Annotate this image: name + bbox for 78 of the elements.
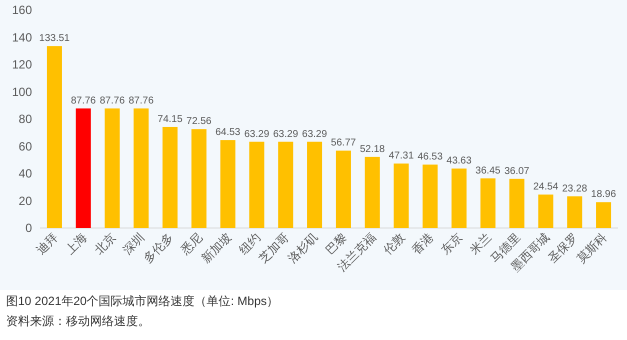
y-tick-label: 60 [18,139,32,154]
x-tick-label: 莫斯科 [574,230,610,266]
bar: 87.76 [128,95,154,228]
y-tick-label: 40 [18,166,32,180]
text: 资料来源：移动网络速度。 [6,314,150,328]
data-label: 87.76 [70,95,96,106]
bar [220,140,236,228]
data-label: 64.53 [215,127,241,138]
bar: 52.18 [360,144,385,228]
x-tick-label: 迪拜 [34,230,61,258]
bar [76,108,91,228]
bar [104,108,120,228]
bar [336,150,351,228]
bar [134,108,149,228]
bar: 133.51 [39,33,70,228]
bar [46,46,62,228]
x-tick-label: 香港 [409,230,436,258]
bar: 43.63 [446,156,472,228]
y-tick-label: 120 [12,58,32,72]
text: 图10 2021年20个国际城市网络速度（单位: Mbps） [6,294,279,308]
data-label: 46.53 [418,152,444,163]
bar [538,194,554,228]
data-label: 63.29 [273,128,299,140]
data-label: 72.56 [186,116,212,128]
bar: 36.07 [504,166,530,228]
bar: 64.53 [215,127,240,228]
x-tick-label: 东京 [438,230,466,258]
bar: 87.76 [70,95,96,228]
y-tick-label: 140 [12,30,32,44]
data-label: 74.15 [158,114,183,125]
bar: 18.96 [591,189,616,228]
x-tick-label: 上海 [62,230,90,258]
bar [480,178,496,228]
bar [567,196,582,228]
bar [509,178,524,228]
bar [307,142,322,228]
bar [364,156,380,228]
bar [162,126,178,228]
bar [452,168,467,228]
bar: 24.54 [533,182,558,228]
bar: 47.31 [388,150,414,228]
bar [596,202,612,228]
data-label: 24.54 [533,182,559,193]
bar: 87.76 [100,95,125,228]
data-label: 56.77 [330,138,356,149]
bar: 72.56 [186,116,212,228]
y-tick-label: 100 [12,84,32,99]
bar: 36.45 [475,165,500,228]
bar [191,129,206,228]
bar [278,142,294,228]
data-label: 87.76 [100,95,126,106]
data-label: 18.96 [591,189,616,200]
data-label: 63.29 [244,128,270,140]
y-tick-label: 0 [25,221,32,235]
bar: 46.53 [418,152,443,228]
data-label: 36.07 [504,166,530,177]
bar: 63.29 [273,128,298,228]
bar: 63.29 [302,128,328,228]
data-label: 43.63 [446,156,472,167]
bar: 74.15 [158,114,183,228]
y-tick-label: 80 [18,112,32,126]
y-tick-label: 160 [12,3,32,17]
data-label: 52.18 [360,144,386,155]
bar [394,164,409,228]
x-tick-label: 北京 [92,230,118,258]
bar: 23.28 [562,183,588,228]
bar [422,164,438,228]
y-tick-label: 20 [18,194,32,208]
data-label: 36.45 [475,165,501,176]
bar: 56.77 [330,138,356,228]
data-label: 47.31 [388,150,414,162]
data-label: 133.51 [39,33,70,44]
data-label: 63.29 [302,128,328,140]
data-label: 87.76 [128,95,154,106]
data-label: 23.28 [562,183,588,194]
bar: 63.29 [244,128,270,228]
x-tick-label: 伦敦 [380,230,408,258]
bar [249,142,264,228]
